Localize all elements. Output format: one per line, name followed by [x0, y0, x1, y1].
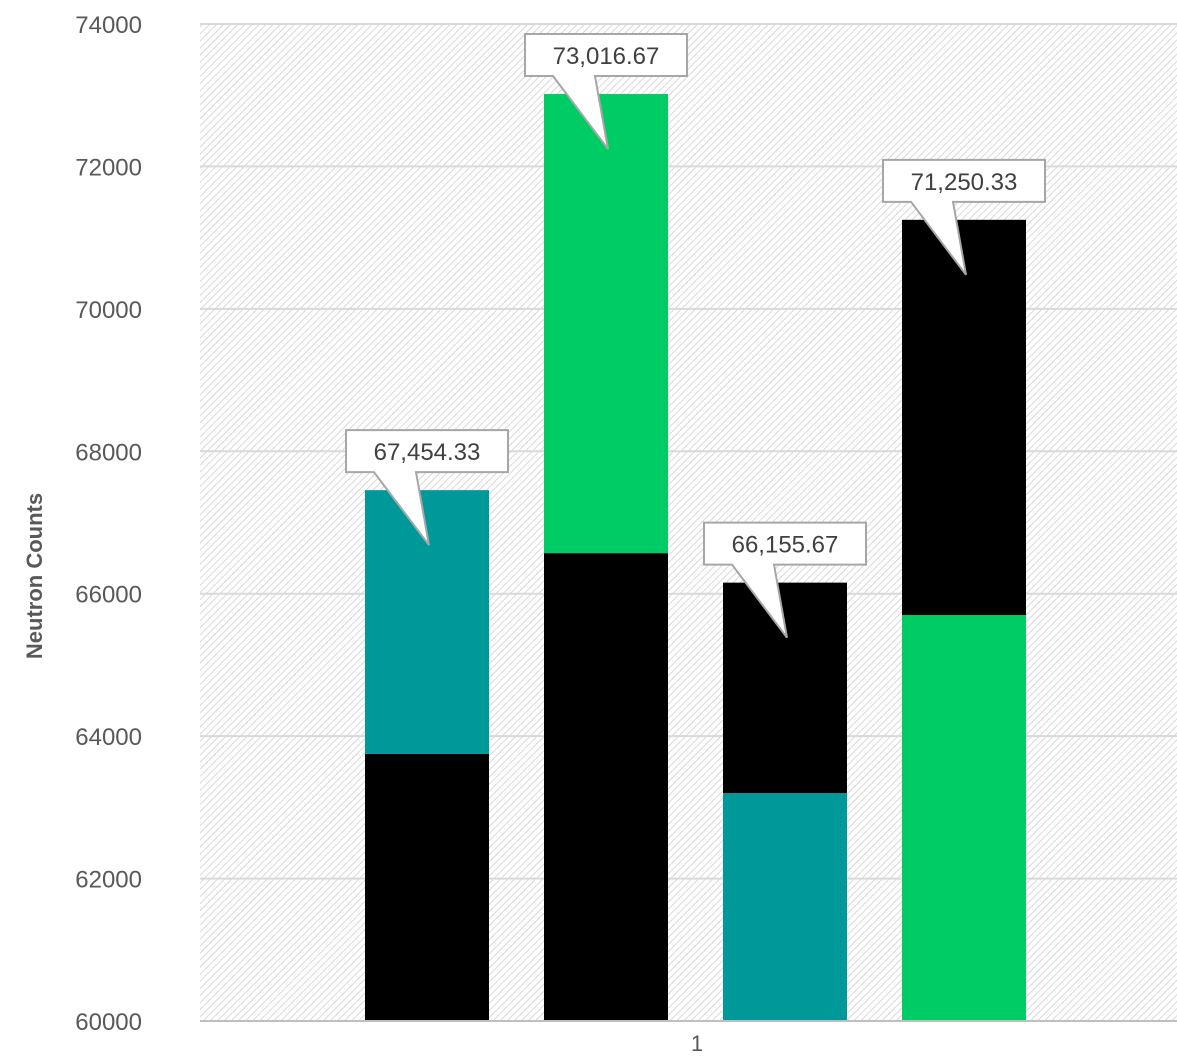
data-label-callout: [345, 429, 509, 546]
y-axis-title: Neutron Counts: [22, 493, 47, 659]
data-label: 66,155.67: [703, 521, 867, 639]
data-label-text: 67,454.33: [374, 439, 481, 466]
y-tick-label: 66000: [75, 582, 142, 609]
bar-2: [544, 94, 668, 1021]
y-tick-label: 70000: [75, 297, 142, 324]
bar-segment: [365, 753, 489, 1021]
x-axis: 1: [200, 1020, 1177, 1056]
bar-segment: [723, 793, 847, 1021]
x-tick-label: 1: [691, 1031, 703, 1055]
bars: [365, 94, 1026, 1021]
data-label: 71,250.33: [882, 158, 1046, 276]
bar-4: [902, 219, 1026, 1021]
data-label: 73,016.67: [524, 33, 688, 150]
y-tick-label: 72000: [75, 154, 142, 181]
data-label-text: 71,250.33: [911, 169, 1018, 196]
data-label: 67,454.33: [345, 429, 509, 546]
data-label-text: 73,016.67: [553, 43, 660, 70]
data-label-text: 66,155.67: [732, 532, 839, 559]
bar-segment: [544, 553, 668, 1021]
data-labels: 67,454.33 73,016.67 66,155.67 71,250.33: [345, 33, 1046, 639]
data-label-callout: [524, 33, 688, 150]
bar-segment: [723, 582, 847, 794]
bar-segment: [902, 615, 1026, 1021]
y-tick-label: 60000: [75, 1009, 142, 1036]
bar-segment: [902, 219, 1026, 616]
y-tick-label: 64000: [75, 724, 142, 751]
y-tick-label: 68000: [75, 439, 142, 466]
data-label-callout: [882, 158, 1046, 276]
bar-segment: [544, 94, 668, 554]
y-tick-label: 62000: [75, 867, 142, 894]
bar-3: [723, 582, 847, 1021]
bar-1: [365, 490, 489, 1021]
y-axis: 60000 62000 64000 66000 68000 70000 72000 74000: [75, 12, 142, 1036]
y-tick-label: 74000: [75, 12, 142, 39]
data-label-callout: [703, 521, 867, 639]
